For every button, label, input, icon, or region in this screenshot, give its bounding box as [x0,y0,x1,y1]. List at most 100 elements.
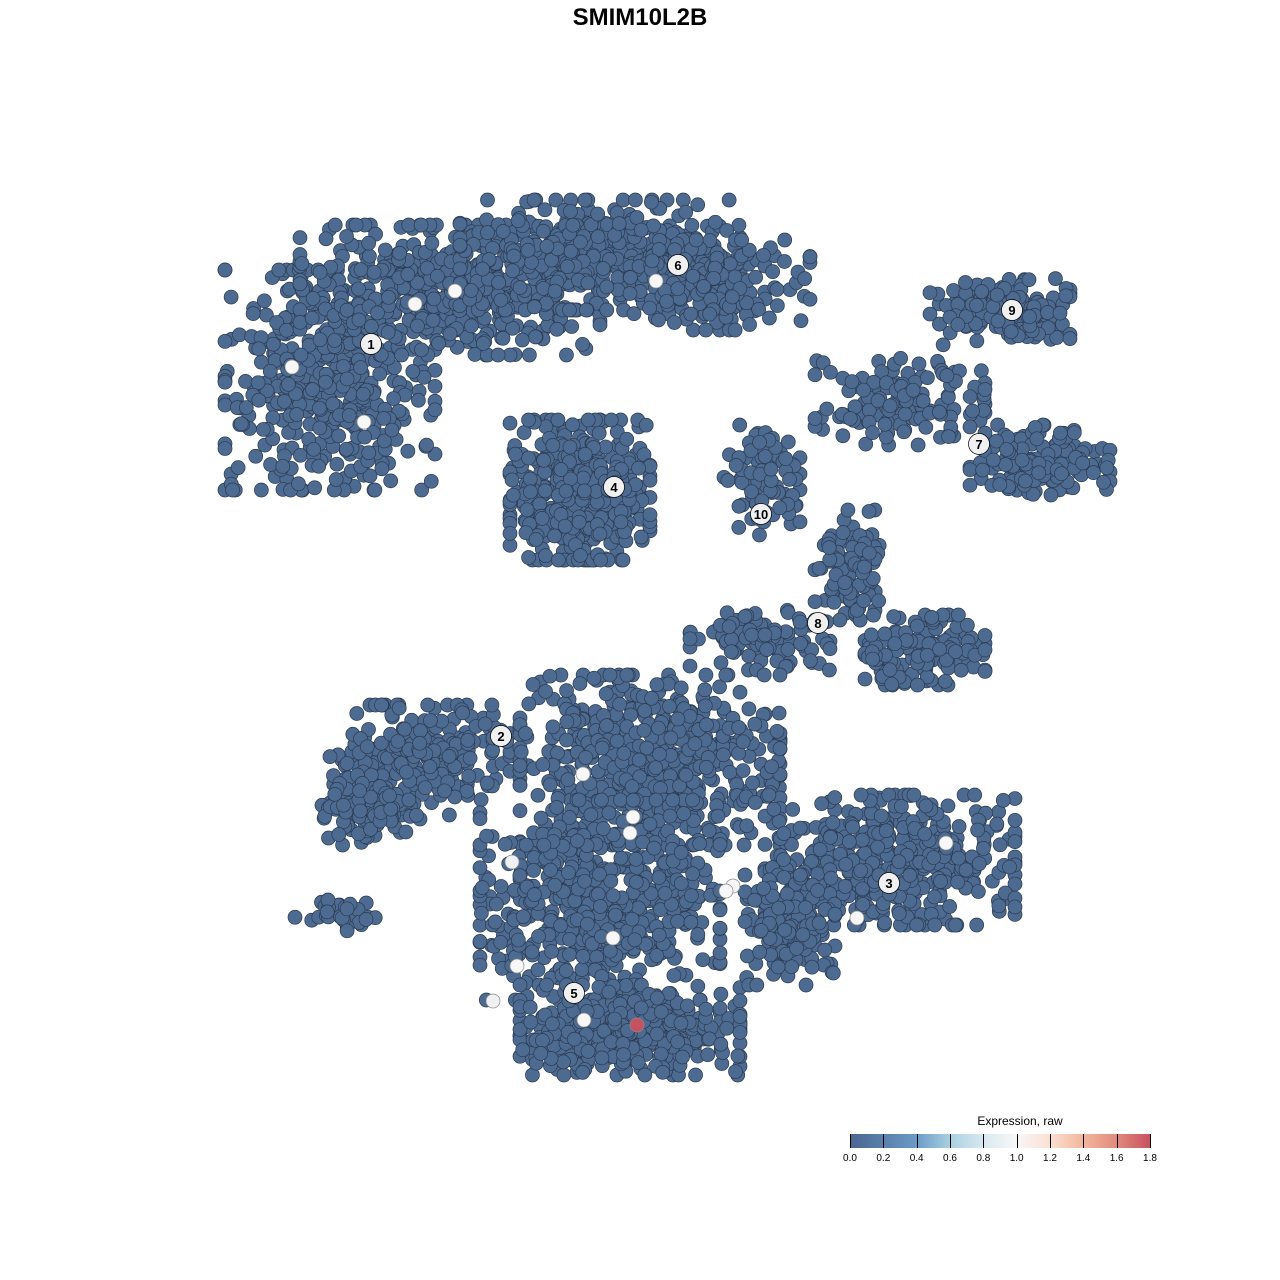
cell-point [948,644,963,659]
cell-point [533,810,549,826]
cell-point [822,641,838,657]
cell-point [452,237,468,253]
cell-point [757,449,773,464]
cell-point [751,301,767,317]
chart-title: SMIM10L2B [572,4,708,31]
cell-point [577,873,592,889]
cell-point [682,631,698,647]
cell-point [339,302,355,318]
cell-point [772,741,788,756]
cell-point [294,256,310,271]
cell-point [769,282,785,297]
cell-point [721,192,737,208]
cell-point [941,429,956,444]
cell-point [493,292,509,308]
cell-point [871,593,886,609]
cell-point [559,347,574,363]
cell-point [886,609,902,624]
cell-point [716,747,731,763]
cell-point [331,428,346,444]
cell-point [678,767,694,783]
cell-point [699,717,714,733]
cell-point [531,928,546,944]
cell-point [217,334,233,349]
cell-point [918,419,934,435]
cell-point [922,306,938,322]
cell-point [455,705,470,721]
cell-point [423,713,438,728]
cell-point [937,674,953,689]
cell-point [527,299,542,315]
cell-point [649,677,665,692]
cell-point [599,718,614,733]
cell-point [884,676,900,692]
cell-point [792,614,808,630]
cell-point [521,696,537,712]
cell-point [785,802,801,817]
cell-point [624,911,640,927]
cell-point [642,472,658,488]
cell-point [605,888,621,903]
cell-point [275,459,291,474]
cell-point [312,332,328,348]
cell-point [510,213,526,229]
cell-point [556,1054,571,1070]
cell-point [513,744,529,760]
cell-point [739,818,755,834]
cell-point [505,263,520,279]
cell-point [637,703,653,719]
cell-point [684,888,699,903]
cell-point [625,792,641,808]
cell-point [950,317,966,332]
cell-point [255,422,271,437]
cell-point [590,886,606,902]
cell-point [217,374,233,390]
cell-point [778,451,793,466]
cell-point [1054,466,1069,481]
cell-point [712,837,728,852]
cell-point [351,281,366,297]
cell-point [701,823,717,838]
cell-point [417,780,433,796]
cell-point [559,732,574,748]
cell-point [594,792,609,808]
cell-point [339,371,355,387]
cell-point [535,1033,550,1048]
cell-point [919,647,935,663]
cell-point [537,483,553,499]
cell-point [538,684,553,699]
cell-point [473,792,489,807]
cell-point [547,283,563,299]
cell-point [682,658,698,674]
cell-point [364,319,379,334]
cell-point [826,594,842,610]
cell-point [480,225,495,240]
cell-point [549,321,565,337]
cell-point [544,1016,560,1032]
cell-point [642,816,658,832]
cell-point [493,879,509,894]
cell-point [489,896,504,912]
cell-point [238,400,254,415]
cell-point [571,514,587,530]
cell-point [251,392,267,408]
cell-point [835,525,851,540]
cell-point [530,962,546,978]
cell-point [401,217,417,233]
cell-point [939,368,955,383]
cell-point [271,262,287,278]
cell-point [217,262,233,278]
cell-point [721,619,737,635]
cell-point [474,905,489,921]
cell-point [610,270,626,285]
cell-point [575,336,590,352]
cell-point [601,984,617,1000]
cell-point [618,978,634,993]
cell-point [712,945,728,961]
cell-point [609,733,625,749]
cell-point [522,999,538,1015]
cell-point [574,962,590,977]
cell-point [896,424,912,440]
cell-point [769,723,785,739]
cell-point [484,697,500,713]
